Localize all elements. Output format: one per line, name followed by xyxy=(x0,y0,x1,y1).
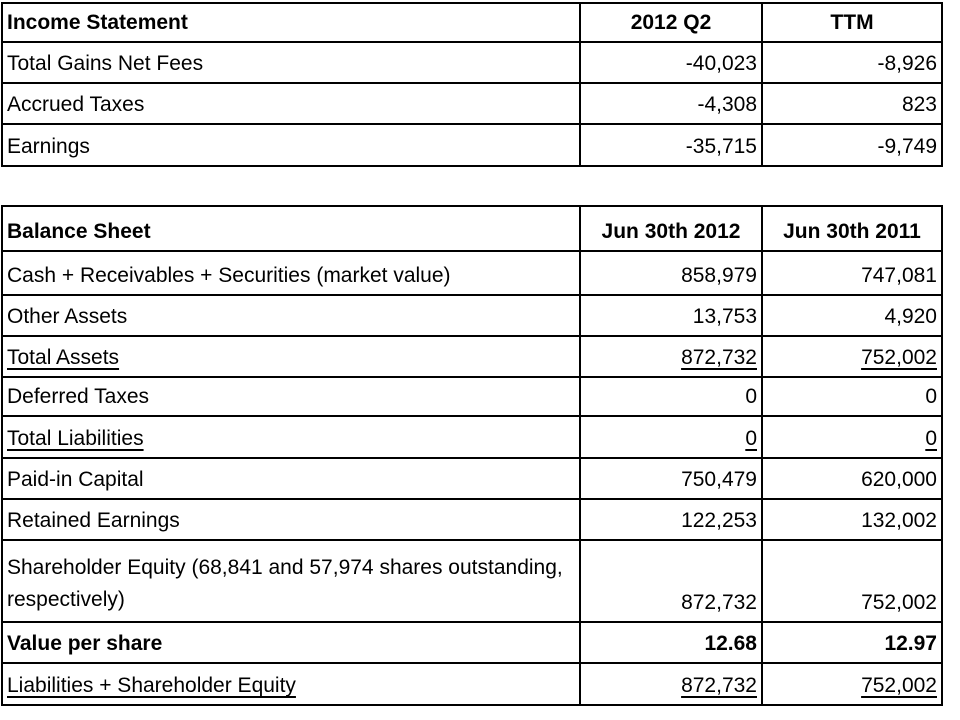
income-statement-title: Income Statement xyxy=(1,2,581,43)
table-row-value-per-share: Value per share 12.68 12.97 xyxy=(1,621,943,664)
table-row: Earnings -35,715 -9,749 xyxy=(1,123,943,167)
row-value: 0 xyxy=(761,415,943,459)
row-value: 752,002 xyxy=(761,539,943,623)
row-value: 872,732 xyxy=(579,335,763,378)
table-row-shareholder-equity: Shareholder Equity (68,841 and 57,974 sh… xyxy=(1,539,943,623)
row-value: 0 xyxy=(579,376,763,417)
table-row-total-liabilities: Total Liabilities 0 0 xyxy=(1,415,943,459)
income-statement-col-header-2012q2: 2012 Q2 xyxy=(579,2,763,43)
row-label: Shareholder Equity (68,841 and 57,974 sh… xyxy=(1,539,581,623)
row-label: Total Liabilities xyxy=(1,415,581,459)
row-label: Deferred Taxes xyxy=(1,376,581,417)
row-value: -9,749 xyxy=(761,123,943,167)
income-statement-table: Income Statement 2012 Q2 TTM Total Gains… xyxy=(1,2,943,167)
balance-sheet-col-header-2012: Jun 30th 2012 xyxy=(579,205,763,252)
row-value: 747,081 xyxy=(761,250,943,296)
row-value: -4,308 xyxy=(579,82,763,125)
row-value: 752,002 xyxy=(761,662,943,706)
row-value: 823 xyxy=(761,82,943,125)
row-label: Value per share xyxy=(1,621,581,664)
row-label: Accrued Taxes xyxy=(1,82,581,125)
row-value: 12.68 xyxy=(579,621,763,664)
balance-sheet-title: Balance Sheet xyxy=(1,205,581,252)
table-row: Retained Earnings 122,253 132,002 xyxy=(1,498,943,541)
row-value: -8,926 xyxy=(761,41,943,84)
row-value: 872,732 xyxy=(579,662,763,706)
row-label: Earnings xyxy=(1,123,581,167)
balance-sheet-col-header-2011: Jun 30th 2011 xyxy=(761,205,943,252)
row-value: 750,479 xyxy=(579,457,763,500)
income-statement-col-header-ttm: TTM xyxy=(761,2,943,43)
row-label: Other Assets xyxy=(1,294,581,337)
row-value: 620,000 xyxy=(761,457,943,500)
row-value: 858,979 xyxy=(579,250,763,296)
row-value: 122,253 xyxy=(579,498,763,541)
table-row: Cash + Receivables + Securities (market … xyxy=(1,250,943,296)
table-row: Total Gains Net Fees -40,023 -8,926 xyxy=(1,41,943,84)
table-row: Accrued Taxes -4,308 823 xyxy=(1,82,943,125)
table-row: Other Assets 13,753 4,920 xyxy=(1,294,943,337)
table-row-total-assets: Total Assets 872,732 752,002 xyxy=(1,335,943,378)
table-row-liabilities-plus-equity: Liabilities + Shareholder Equity 872,732… xyxy=(1,662,943,706)
row-value: 0 xyxy=(761,376,943,417)
row-label: Total Gains Net Fees xyxy=(1,41,581,84)
balance-sheet-table: Balance Sheet Jun 30th 2012 Jun 30th 201… xyxy=(1,205,943,706)
row-label: Cash + Receivables + Securities (market … xyxy=(1,250,581,296)
row-value: 132,002 xyxy=(761,498,943,541)
row-label: Retained Earnings xyxy=(1,498,581,541)
table-row: Paid-in Capital 750,479 620,000 xyxy=(1,457,943,500)
row-value: 0 xyxy=(579,415,763,459)
row-value: 13,753 xyxy=(579,294,763,337)
balance-sheet-header-row: Balance Sheet Jun 30th 2012 Jun 30th 201… xyxy=(1,205,943,252)
row-value: 12.97 xyxy=(761,621,943,664)
row-label: Liabilities + Shareholder Equity xyxy=(1,662,581,706)
income-statement-header-row: Income Statement 2012 Q2 TTM xyxy=(1,2,943,43)
row-value: 4,920 xyxy=(761,294,943,337)
row-label: Total Assets xyxy=(1,335,581,378)
row-value: -40,023 xyxy=(579,41,763,84)
row-label: Paid-in Capital xyxy=(1,457,581,500)
table-row: Deferred Taxes 0 0 xyxy=(1,376,943,417)
row-value: 872,732 xyxy=(579,539,763,623)
row-value: -35,715 xyxy=(579,123,763,167)
row-value: 752,002 xyxy=(761,335,943,378)
